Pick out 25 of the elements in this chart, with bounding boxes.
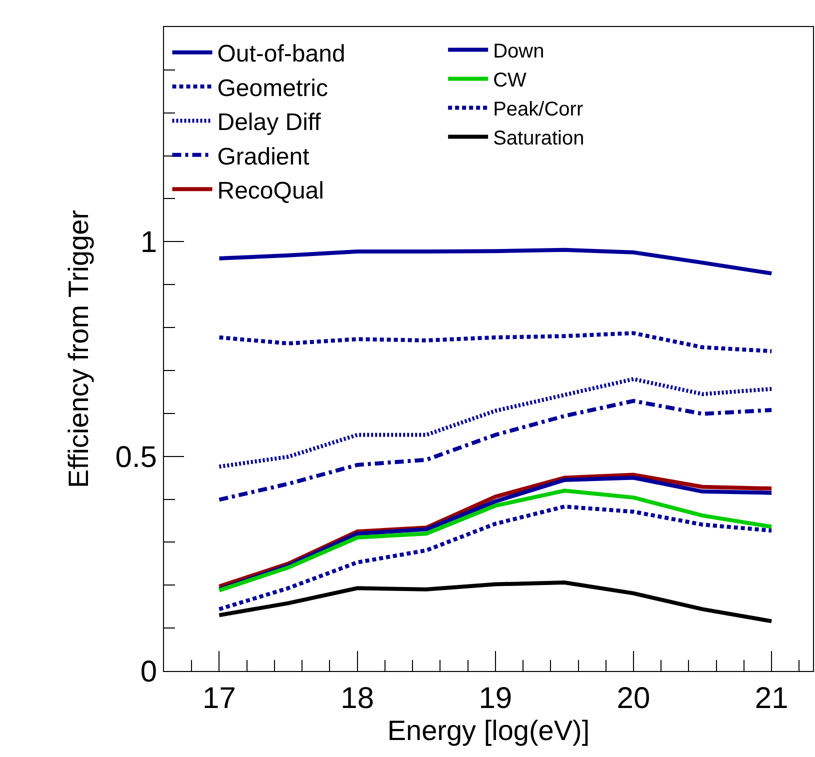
line-series (217, 580, 774, 624)
y-tick-label: 0 (140, 656, 157, 688)
legend-label: Peak/Corr (493, 98, 584, 121)
line-series (217, 377, 774, 469)
legend-label: Delay Diff (217, 109, 322, 136)
line-series (217, 398, 774, 502)
y-axis-title: Efficiency from Trigger (62, 210, 94, 488)
legend-label: Gradient (217, 143, 310, 170)
legend-label: CW (493, 70, 527, 92)
y-tick-label: 0.5 (115, 440, 157, 474)
legend-label: RecoQual (217, 177, 324, 204)
legend-label: Saturation (493, 128, 584, 150)
legend-label: Geometric (217, 74, 328, 102)
legend-label: Out-of-band (217, 40, 346, 68)
legend-label: Down (493, 40, 544, 63)
line-series (217, 504, 774, 612)
x-tick-label: 19 (478, 682, 512, 715)
line-series (217, 248, 774, 276)
line-series (217, 331, 774, 354)
x-tick-label: 20 (616, 682, 650, 715)
x-axis-title: Energy [log(eV)] (387, 715, 590, 746)
y-tick-label: 1 (140, 226, 157, 260)
x-tick-label: 17 (202, 682, 236, 715)
x-tick-label: 18 (340, 682, 374, 715)
x-tick-label: 21 (754, 682, 788, 715)
